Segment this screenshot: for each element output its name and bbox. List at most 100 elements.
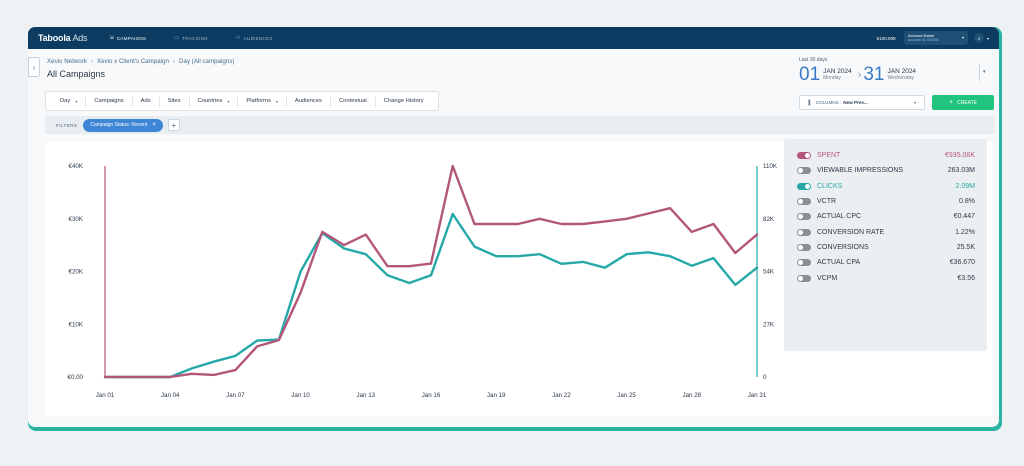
tab-platforms[interactable]: Platforms ▾ bbox=[238, 95, 287, 107]
tab-label: Day bbox=[60, 98, 71, 104]
nav-audiences-label: AUDIENCES bbox=[243, 35, 273, 41]
taboola-logo[interactable]: Taboola Ads bbox=[38, 33, 88, 43]
chevron-down-icon: ▾ bbox=[913, 100, 916, 105]
end-day: 31 bbox=[863, 64, 885, 85]
metric-toggle[interactable] bbox=[797, 243, 811, 251]
x-tick-label: Jan 13 bbox=[357, 392, 376, 399]
filter-chip-campaign-status[interactable]: Campaign Status: Recent × bbox=[83, 118, 163, 132]
y-right-tick-label: 27K bbox=[763, 321, 775, 328]
tab-change-history[interactable]: Change History bbox=[376, 95, 432, 107]
start-day: 01 bbox=[799, 64, 821, 85]
tab-label: Ads bbox=[140, 98, 151, 104]
breadcrumb-item-campaign[interactable]: Xevio x Client's Campaign bbox=[96, 58, 169, 65]
y-left-tick-label: €0.00 bbox=[68, 374, 84, 381]
app-window: Taboola Ads ⇲ CAMPAIGNS ▭ TRACKING ⚇ AUDIENC… bbox=[28, 27, 999, 427]
metric-toggle[interactable] bbox=[797, 274, 811, 282]
megaphone-icon: ⇲ bbox=[109, 35, 114, 41]
chevron-right-icon: › bbox=[172, 58, 176, 65]
metric-toggle[interactable] bbox=[797, 213, 811, 221]
tab-campaigns[interactable]: Campaigns bbox=[86, 95, 133, 107]
start-month-block: JAN 2024 Monday bbox=[823, 68, 852, 81]
create-label: CREATE bbox=[957, 99, 977, 106]
sidebar-toggle-button[interactable]: › bbox=[28, 57, 40, 77]
chevron-right-icon: › bbox=[90, 58, 93, 65]
y-right-tick-label: 0 bbox=[763, 374, 767, 381]
metric-row-conversions: CONVERSIONS 25.5K bbox=[784, 240, 987, 255]
x-tick-label: Jan 31 bbox=[748, 392, 767, 399]
user-avatar[interactable]: X bbox=[973, 33, 984, 43]
metric-row-vcpm: VCPM €3.56 bbox=[784, 270, 987, 285]
start-weekday: Monday bbox=[823, 75, 841, 81]
metric-value: 25.5K bbox=[956, 243, 975, 251]
create-button[interactable]: + CREATE bbox=[932, 95, 994, 110]
metric-toggle[interactable] bbox=[797, 167, 811, 175]
metric-row-actual-cpc: ACTUAL CPC €0.447 bbox=[784, 209, 987, 224]
x-tick-label: Jan 25 bbox=[617, 392, 636, 399]
tab-day[interactable]: Day ▾ bbox=[52, 95, 87, 107]
chevron-down-icon: ▾ bbox=[75, 98, 78, 104]
metric-name: ACTUAL CPC bbox=[817, 213, 862, 221]
x-tick-label: Jan 01 bbox=[96, 392, 115, 399]
divider bbox=[979, 64, 980, 81]
metric-name: VCPM bbox=[817, 274, 838, 282]
tab-contextual[interactable]: Contextual bbox=[331, 95, 376, 107]
tab-audiences[interactable]: Audiences bbox=[287, 95, 331, 107]
tab-label: Sites bbox=[167, 98, 181, 104]
account-selector[interactable]: Account Name Account ID: 000000 ▾ bbox=[903, 31, 968, 45]
nav-audiences[interactable]: ⚇ AUDIENCES bbox=[236, 35, 273, 41]
breadcrumb-item-day[interactable]: Day (All campaigns) bbox=[179, 58, 235, 65]
date-range-values: 01 JAN 2024 Monday › 31 JAN 2024 Wednesday bbox=[799, 65, 920, 84]
metric-value: €935.08K bbox=[945, 152, 975, 160]
metric-name: CONVERSION RATE bbox=[817, 228, 885, 236]
add-filter-button[interactable]: + bbox=[167, 119, 180, 131]
metric-toggle[interactable] bbox=[797, 198, 811, 206]
metrics-panel: SPENT €935.08K VIEWABLE IMPRESSIONS 263.03M… bbox=[784, 139, 987, 351]
y-left-tick-label: €20K bbox=[69, 269, 84, 276]
tab-ads[interactable]: Ads bbox=[133, 95, 160, 107]
metric-row-vctr: VCTR 0.8% bbox=[784, 194, 987, 209]
filters-label: FILTERS bbox=[56, 122, 78, 128]
toggle-knob bbox=[798, 260, 803, 266]
account-id: Account ID: 000000 bbox=[907, 38, 939, 42]
columns-icon: ||| bbox=[808, 99, 811, 106]
series-line-clicks bbox=[103, 212, 759, 379]
audience-icon: ⚇ bbox=[235, 35, 241, 41]
close-icon[interactable]: × bbox=[152, 122, 156, 128]
toggle-knob bbox=[805, 153, 810, 159]
metric-toggle[interactable] bbox=[797, 152, 811, 160]
top-nav: ⇲ CAMPAIGNS ▭ TRACKING ⚇ AUDIENCES bbox=[109, 35, 300, 41]
nav-tracking[interactable]: ▭ TRACKING bbox=[174, 35, 208, 41]
date-range-picker[interactable]: Last 30 days 01 JAN 2024 Monday › 31 JAN … bbox=[799, 57, 920, 84]
x-tick-label: Jan 19 bbox=[487, 392, 506, 399]
metric-toggle[interactable] bbox=[797, 182, 811, 190]
metric-value: €3.56 bbox=[957, 274, 975, 282]
end-weekday: Wednesday bbox=[887, 75, 914, 81]
tab-label: Audiences bbox=[294, 98, 322, 104]
columns-prefix: COLUMNS : bbox=[815, 100, 842, 105]
metric-toggle[interactable] bbox=[797, 259, 811, 267]
x-tick-label: Jan 22 bbox=[552, 392, 571, 399]
metric-value: 2.09M bbox=[955, 182, 975, 190]
start-month: JAN 2024 bbox=[823, 68, 852, 75]
metric-row-actual-cpa: ACTUAL CPA €36.670 bbox=[784, 255, 987, 270]
top-navigation-bar: Taboola Ads ⇲ CAMPAIGNS ▭ TRACKING ⚇ AUDIENC… bbox=[28, 27, 999, 49]
logo-text: Taboola bbox=[38, 33, 71, 43]
y-left-tick-label: €10K bbox=[69, 321, 84, 328]
tab-countries[interactable]: Countries ▾ bbox=[190, 95, 239, 107]
columns-preset-select[interactable]: ||| COLUMNS : New Pres... ▾ bbox=[799, 95, 925, 110]
x-tick-label: Jan 07 bbox=[226, 392, 245, 399]
x-tick-label: Jan 16 bbox=[422, 392, 441, 399]
chevron-down-icon[interactable]: ▾ bbox=[983, 69, 986, 75]
toggle-knob bbox=[805, 183, 810, 189]
metric-toggle[interactable] bbox=[797, 228, 811, 236]
breadcrumb-item-network[interactable]: Xevio Network bbox=[47, 58, 87, 65]
nav-campaigns-label: CAMPAIGNS bbox=[116, 35, 147, 41]
nav-campaigns[interactable]: ⇲ CAMPAIGNS bbox=[109, 35, 146, 41]
toggle-knob bbox=[798, 214, 803, 220]
page-title: All Campaigns bbox=[47, 69, 106, 79]
y-left-tick-label: €30K bbox=[69, 216, 84, 223]
y-right-tick-label: 110K bbox=[763, 163, 778, 170]
metric-name: SPENT bbox=[817, 152, 841, 160]
chevron-down-icon[interactable]: ▾ bbox=[986, 35, 989, 41]
tab-sites[interactable]: Sites bbox=[160, 95, 190, 107]
